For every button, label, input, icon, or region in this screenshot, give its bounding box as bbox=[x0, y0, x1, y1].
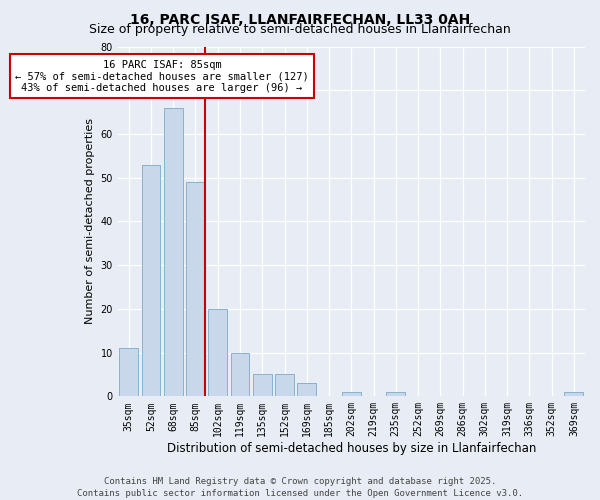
Bar bbox=[275, 374, 294, 396]
Bar bbox=[208, 309, 227, 396]
Bar bbox=[186, 182, 205, 396]
Bar bbox=[253, 374, 272, 396]
Bar bbox=[230, 352, 250, 397]
Bar bbox=[565, 392, 583, 396]
Bar bbox=[342, 392, 361, 396]
Text: 16, PARC ISAF, LLANFAIRFECHAN, LL33 0AH: 16, PARC ISAF, LLANFAIRFECHAN, LL33 0AH bbox=[130, 12, 470, 26]
Bar bbox=[119, 348, 138, 397]
Bar bbox=[164, 108, 182, 397]
Y-axis label: Number of semi-detached properties: Number of semi-detached properties bbox=[85, 118, 95, 324]
Bar bbox=[386, 392, 405, 396]
Bar bbox=[298, 383, 316, 396]
Text: 16 PARC ISAF: 85sqm
← 57% of semi-detached houses are smaller (127)
43% of semi-: 16 PARC ISAF: 85sqm ← 57% of semi-detach… bbox=[15, 60, 309, 93]
X-axis label: Distribution of semi-detached houses by size in Llanfairfechan: Distribution of semi-detached houses by … bbox=[167, 442, 536, 455]
Text: Contains HM Land Registry data © Crown copyright and database right 2025.
Contai: Contains HM Land Registry data © Crown c… bbox=[77, 476, 523, 498]
Bar bbox=[142, 164, 160, 396]
Text: Size of property relative to semi-detached houses in Llanfairfechan: Size of property relative to semi-detach… bbox=[89, 22, 511, 36]
